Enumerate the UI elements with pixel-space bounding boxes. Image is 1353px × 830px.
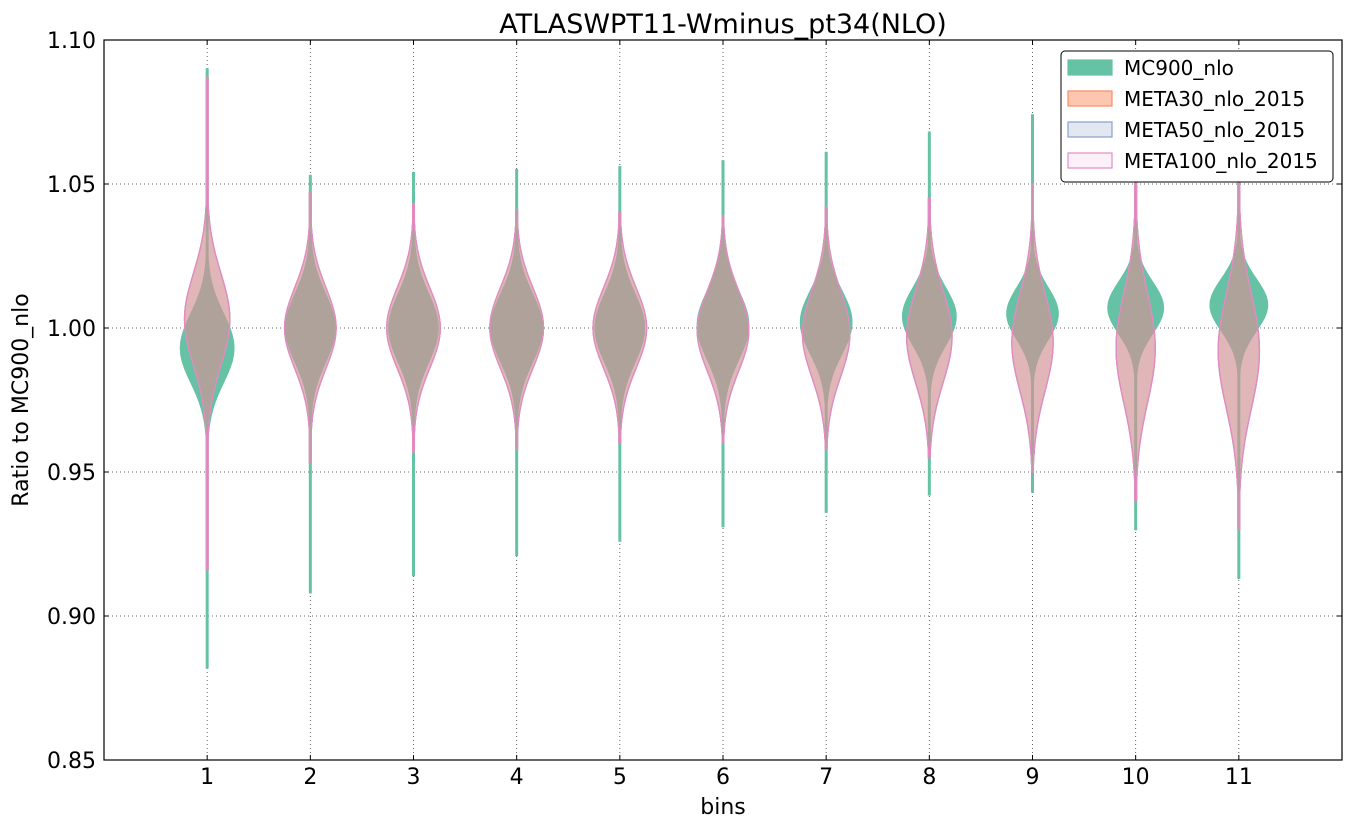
x-tick-label: 1	[200, 765, 214, 790]
legend-label: MC900_nlo	[1124, 56, 1234, 80]
legend-entries: MC900_nlo META30_nlo_2015 META50_nlo_2015 M…	[1067, 56, 1318, 173]
legend-swatch	[1067, 121, 1113, 138]
legend: MC900_nlo META30_nlo_2015 META50_nlo_2015 M…	[1060, 50, 1334, 183]
x-tick-label: 5	[613, 765, 627, 790]
x-tick-label: 9	[1026, 765, 1040, 790]
violin-META100_nlo_2015-bin-5	[592, 212, 648, 444]
violin-META100_nlo_2015-bin-4	[489, 209, 545, 450]
y-tick-label: 0.85	[47, 749, 96, 774]
violin-META100_nlo_2015-bin-7	[801, 206, 851, 450]
violin-META100_nlo_2015-bin-2	[283, 192, 337, 464]
violin-META100_nlo_2015-bin-9	[1011, 183, 1054, 473]
violin-META100_nlo_2015-bin-8	[906, 197, 953, 459]
violin-layer	[179, 68, 1269, 669]
x-tick-label: 7	[819, 765, 833, 790]
x-tick-label: 3	[407, 765, 421, 790]
legend-label: META30_nlo_2015	[1124, 87, 1305, 111]
legend-swatch	[1067, 152, 1113, 169]
x-tick-label: 4	[510, 765, 524, 790]
legend-label: META100_nlo_2015	[1124, 149, 1318, 173]
y-tick-label: 1.00	[47, 317, 96, 342]
x-tick-label: 8	[922, 765, 936, 790]
y-tick-label: 1.05	[47, 173, 96, 198]
legend-frame	[1060, 50, 1334, 183]
x-tick-label: 2	[303, 765, 317, 790]
y-tick-label: 0.95	[47, 461, 96, 486]
x-tick-label: 10	[1122, 765, 1150, 790]
chart-title: ATLASWPT11-Wminus_pt34(NLO)	[499, 9, 947, 40]
x-tick-label: 11	[1225, 765, 1253, 790]
legend-swatch	[1067, 59, 1113, 76]
legend-label: META50_nlo_2015	[1124, 118, 1305, 142]
x-axis-label: bins	[700, 795, 745, 820]
violin-META100_nlo_2015-bin-6	[696, 215, 750, 444]
x-tick-label: 6	[716, 765, 730, 790]
axis-layer: 0.85 0.90 0.95 1.00 1.05 1.10 1 2 3 4 5 6 7 8 9 10 11	[47, 29, 1342, 790]
y-axis-label: Ratio to MC900_nlo	[9, 293, 34, 506]
violin-META100_nlo_2015-bin-3	[386, 203, 441, 453]
y-tick-label: 1.10	[47, 29, 96, 54]
y-tick-label: 0.90	[47, 605, 96, 630]
violin-META100_nlo_2015-bin-11	[1217, 154, 1261, 531]
violin-META100_nlo_2015-bin-10	[1115, 169, 1156, 502]
violin-META100_nlo_2015-bin-1	[183, 76, 231, 571]
legend-swatch	[1067, 90, 1113, 107]
